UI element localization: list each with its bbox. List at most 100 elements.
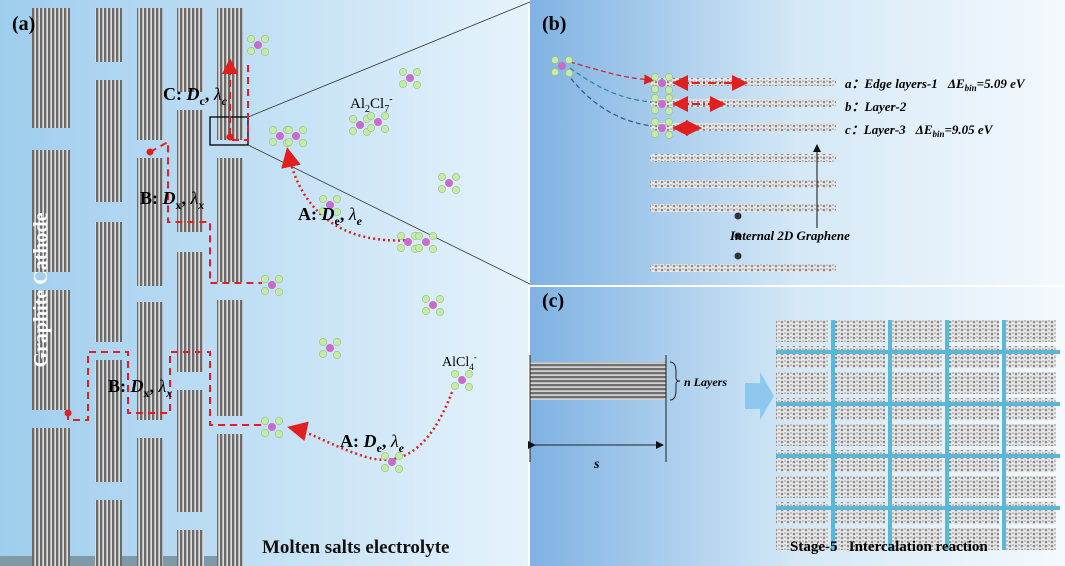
chlorine <box>436 308 443 315</box>
graphite-cell <box>776 372 828 394</box>
aluminum <box>658 124 666 132</box>
graphite-cell <box>1004 528 1056 550</box>
t: Layer-3 <box>863 122 906 137</box>
graphite-segment <box>177 8 204 92</box>
aluminum <box>254 41 262 49</box>
layer-label: a：Edge layers-1ΔEbin=5.09 eV <box>845 76 1026 93</box>
dot <box>65 410 72 417</box>
dot <box>735 253 742 260</box>
graphite-cell <box>1004 346 1056 368</box>
chlorine <box>247 35 254 42</box>
graphite-cell <box>776 320 828 342</box>
t: x <box>197 198 204 212</box>
graphite-cell <box>947 502 999 524</box>
chlorine <box>436 295 443 302</box>
t: C: <box>163 84 187 104</box>
t: , <box>340 204 349 224</box>
chlorine <box>413 81 420 88</box>
chlorine <box>651 85 658 92</box>
t: D <box>321 204 335 224</box>
chlorine <box>397 244 404 251</box>
chlorine <box>261 287 268 294</box>
chlorine <box>451 370 458 377</box>
layer-label: c：Layer-3ΔEbin=9.05 eV <box>845 122 994 139</box>
t: bin <box>933 129 945 139</box>
aluminum <box>429 301 437 309</box>
graphene-layer <box>650 180 836 188</box>
chlorine <box>269 126 276 133</box>
chlorine <box>438 185 445 192</box>
graphite-cell <box>890 450 942 472</box>
chlorine <box>319 350 326 357</box>
panel-a-bg <box>0 0 528 566</box>
graphene-layer <box>650 264 836 272</box>
graphite-segment <box>137 438 163 566</box>
t: Al <box>350 96 365 112</box>
chlorine <box>465 383 472 390</box>
t: B: <box>140 188 163 208</box>
aluminum <box>326 344 334 352</box>
chlorine <box>665 86 672 93</box>
graphene-layer <box>650 154 836 162</box>
chlorine <box>275 288 282 295</box>
t: ΔE <box>915 122 933 137</box>
chlorine <box>399 68 406 75</box>
chlorine <box>349 127 356 134</box>
t: A: <box>298 204 322 224</box>
chlorine <box>452 186 459 193</box>
chlorine <box>651 94 658 101</box>
aluminum <box>458 376 466 384</box>
graphite-cell <box>947 372 999 394</box>
layer-label: b：Layer-2 <box>845 99 907 114</box>
panel-label: (c) <box>542 290 564 312</box>
aluminum <box>276 132 284 140</box>
graphite-cell <box>833 502 885 524</box>
graphite-cell <box>1004 372 1056 394</box>
graphite-cell <box>776 476 828 498</box>
t: 4 <box>469 362 474 372</box>
aluminum <box>268 281 276 289</box>
chlorine <box>275 417 282 424</box>
chlorine <box>269 138 276 145</box>
t: λ <box>190 188 199 208</box>
graphite-cell <box>890 320 942 342</box>
caption: Stage-5 Intercalation reaction <box>790 539 988 555</box>
graphite-segment <box>137 8 163 140</box>
graphite-cell <box>833 320 885 342</box>
chlorine <box>665 73 672 80</box>
graphite-cell <box>947 476 999 498</box>
graphite-segment <box>177 252 204 372</box>
graphite-cell <box>776 450 828 472</box>
aluminum <box>658 79 666 87</box>
graphite-segment <box>177 390 204 512</box>
chlorine <box>451 382 458 389</box>
side-label: Graphite Cathode <box>30 212 52 367</box>
chlorine <box>395 465 402 472</box>
graphite-cell <box>890 372 942 394</box>
chlorine <box>665 118 672 125</box>
panel-label: (a) <box>12 13 35 35</box>
layers-note: n Layers <box>684 375 727 389</box>
graphite-cell <box>890 398 942 420</box>
t: D <box>363 431 377 451</box>
aluminum <box>445 179 453 187</box>
graphite-segment <box>217 300 243 416</box>
t: c <box>222 94 228 108</box>
chlorine <box>285 126 292 133</box>
chlorine <box>275 275 282 282</box>
dot <box>735 213 742 220</box>
chlorine <box>429 232 436 239</box>
t: λ <box>348 204 357 224</box>
graphite-segment <box>217 434 243 566</box>
chlorine <box>261 417 268 424</box>
t: λ <box>213 84 222 104</box>
graphite-cell <box>1004 320 1056 342</box>
chlorine <box>399 80 406 87</box>
chlorine <box>381 452 388 459</box>
graphite-cell <box>890 502 942 524</box>
aluminum <box>292 132 300 140</box>
graphite-cell <box>1004 502 1056 524</box>
chlorine <box>651 106 658 113</box>
chlorine <box>299 139 306 146</box>
t: 7 <box>384 104 389 115</box>
